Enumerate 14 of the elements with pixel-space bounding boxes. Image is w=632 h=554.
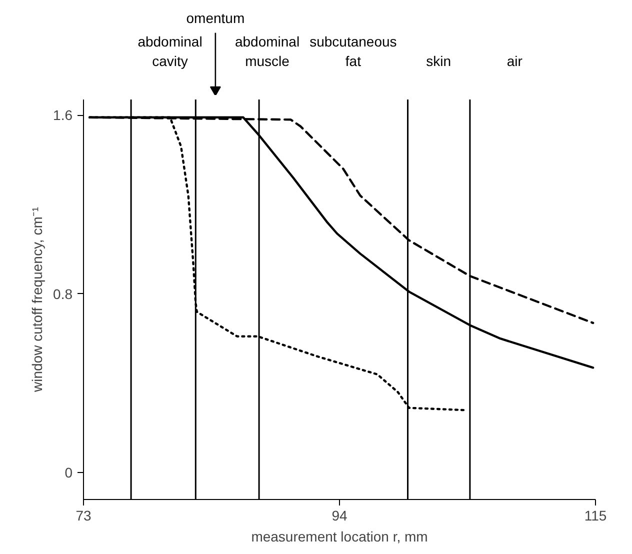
- y-tick-label: 1.6: [53, 107, 73, 124]
- text: omentum: [186, 10, 245, 26]
- text: air: [506, 52, 523, 69]
- x-tick-label: 73: [76, 508, 92, 524]
- text: abdominal muscle: [234, 34, 300, 69]
- y-tick-label: 0.8: [53, 286, 73, 302]
- x-axis-title: measurement location r, mm: [251, 528, 428, 544]
- y-tick-label: 0: [64, 464, 73, 481]
- x-tick-label: 94: [332, 508, 348, 524]
- y-axis-title: window cutoff frequency, cm⁻¹: [29, 206, 46, 393]
- text: subcutaneous fat: [310, 34, 397, 69]
- x-tick-label: 115: [584, 508, 607, 524]
- text: abdominal cavity: [138, 34, 202, 69]
- text: skin: [426, 52, 452, 69]
